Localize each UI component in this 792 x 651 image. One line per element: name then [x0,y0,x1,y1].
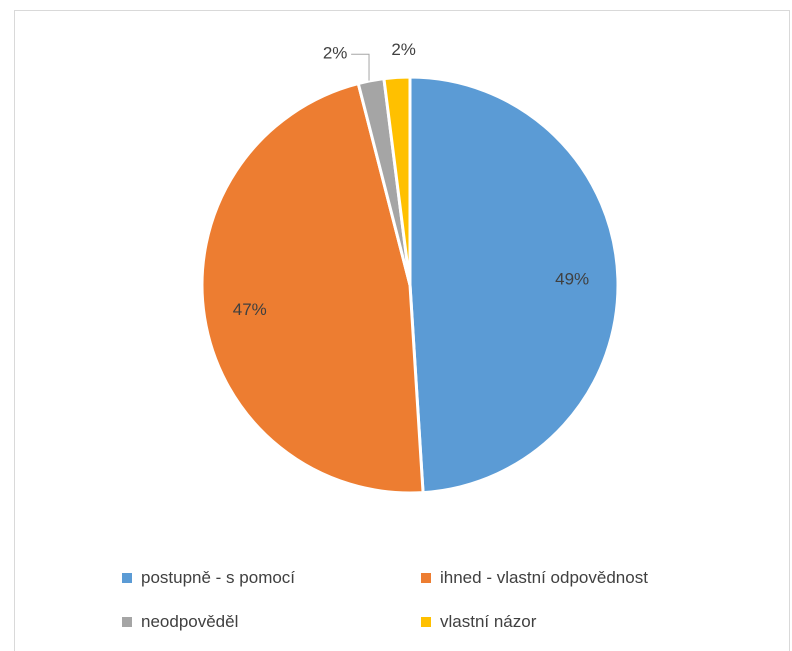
data-label-1: 47% [233,300,267,319]
pie-slice-0 [408,75,620,495]
data-label-0: 49% [555,269,589,288]
leader-line-2 [351,53,370,81]
data-label-2: 2% [323,44,348,63]
pie-slice-1 [200,81,425,495]
chart-frame [14,10,790,651]
data-label-3: 2% [391,40,416,59]
pie-slice-3 [382,75,412,286]
